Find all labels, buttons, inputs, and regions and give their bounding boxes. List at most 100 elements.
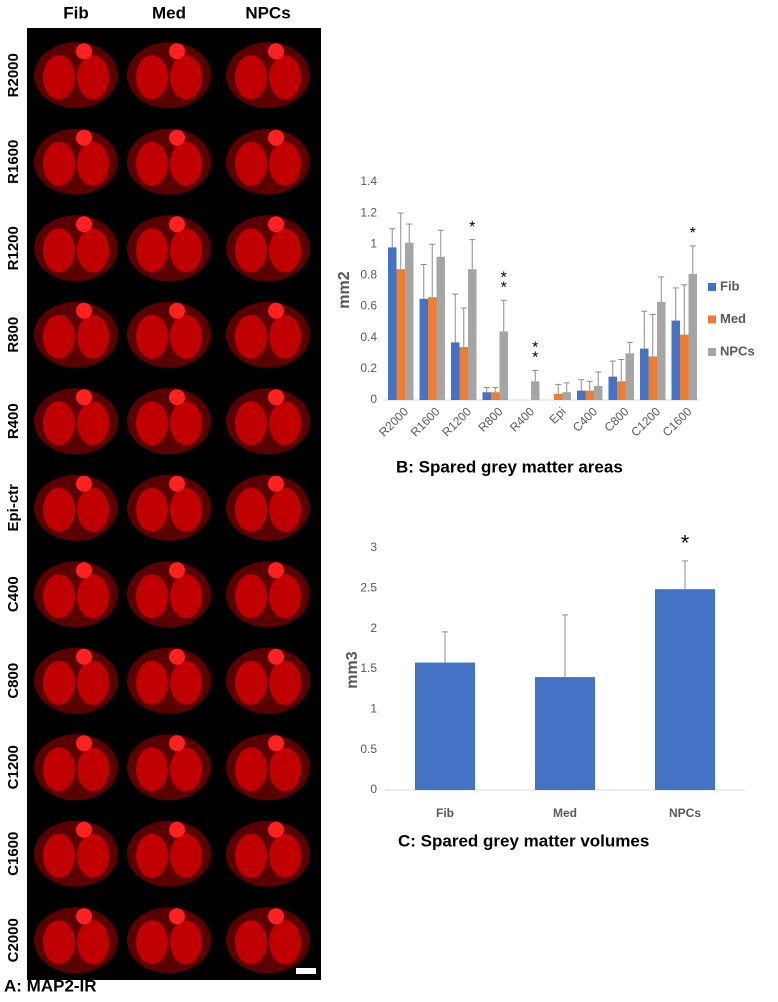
dorsal-horn: [268, 129, 284, 146]
row-label: R800: [5, 317, 22, 353]
x-tick-label: R400: [507, 404, 537, 434]
bar: [617, 381, 626, 400]
grey-matter-right: [269, 574, 301, 619]
x-tick-label: C400: [570, 404, 600, 434]
x-tick-label: Epi: [546, 404, 568, 426]
grey-matter-left: [235, 228, 267, 273]
x-tick-label: C800: [601, 404, 631, 434]
bar: [577, 390, 586, 400]
dorsal-horn: [268, 821, 284, 838]
grey-matter-right: [170, 747, 202, 792]
y-axis-label: mm3: [344, 651, 361, 688]
grey-matter-right: [269, 747, 301, 792]
bar: [405, 242, 414, 400]
legend-swatch: [708, 348, 716, 356]
bar: [451, 342, 460, 400]
x-tick-label: C1600: [660, 404, 695, 439]
y-tick-label: 2.5: [360, 581, 377, 595]
row-label: R400: [5, 403, 22, 439]
dorsal-horn: [169, 908, 185, 925]
y-tick-label: 1.2: [360, 205, 377, 219]
grey-matter-left: [136, 920, 168, 965]
dorsal-horn: [76, 43, 92, 60]
column-label: Fib: [63, 3, 89, 22]
dorsal-horn: [169, 735, 185, 752]
bar: [531, 381, 540, 400]
grey-matter-left: [136, 228, 168, 273]
grey-matter-right: [77, 747, 109, 792]
y-axis-label: mm2: [336, 271, 353, 308]
bar: [657, 301, 666, 400]
x-tick-label: C1200: [628, 404, 663, 439]
grey-matter-right: [269, 228, 301, 273]
x-tick-label: R800: [475, 404, 505, 434]
grey-matter-left: [136, 141, 168, 186]
bar: [388, 247, 397, 400]
grey-matter-left: [43, 55, 75, 100]
y-tick-label: 0.6: [360, 299, 377, 313]
row-label: C400: [5, 576, 22, 612]
grey-matter-left: [43, 833, 75, 878]
bar: [482, 392, 491, 400]
grey-matter-right: [269, 141, 301, 186]
bar: [648, 356, 657, 400]
grey-matter-left: [43, 574, 75, 619]
grey-matter-right: [170, 55, 202, 100]
y-tick-label: 1: [370, 702, 377, 716]
bar: [688, 273, 697, 400]
y-tick-label: 1.5: [360, 661, 377, 675]
grey-matter-right: [77, 228, 109, 273]
legend-label: NPCs: [720, 343, 755, 358]
dorsal-horn: [268, 562, 284, 579]
grey-matter-left: [43, 228, 75, 273]
bar: [499, 331, 508, 400]
y-tick-label: 2: [370, 621, 377, 635]
bar: [468, 269, 477, 400]
grey-matter-left: [43, 141, 75, 186]
y-tick-label: 0.4: [360, 330, 377, 344]
grey-matter-left: [43, 487, 75, 532]
x-tick-label: NPCs: [669, 806, 701, 820]
panel-caption: A: MAP2-IR: [4, 976, 97, 995]
grey-matter-left: [235, 747, 267, 792]
dorsal-horn: [76, 389, 92, 406]
grey-matter-right: [269, 487, 301, 532]
grey-matter-left: [43, 920, 75, 965]
legend-swatch: [708, 283, 716, 291]
row-label: C800: [5, 663, 22, 699]
grey-matter-right: [77, 141, 109, 186]
grey-matter-right: [77, 487, 109, 532]
bar: [428, 297, 437, 400]
x-tick-label: Fib: [436, 806, 454, 820]
bar: [640, 348, 649, 400]
grey-matter-right: [170, 487, 202, 532]
grey-matter-right: [170, 314, 202, 359]
dorsal-horn: [169, 562, 185, 579]
y-tick-label: 0.8: [360, 268, 377, 282]
micrograph-grid: [34, 42, 310, 974]
grey-matter-right: [170, 401, 202, 446]
significance-marker: *: [532, 340, 538, 357]
x-tick-label: Med: [553, 806, 577, 820]
grey-matter-right: [170, 920, 202, 965]
scale-bar: [296, 968, 316, 974]
y-tick-label: 1: [370, 236, 377, 250]
grey-matter-left: [43, 747, 75, 792]
significance-marker: *: [690, 225, 696, 242]
bar: [554, 393, 563, 400]
bar: [535, 677, 595, 790]
grey-matter-left: [235, 833, 267, 878]
grey-matter-right: [77, 401, 109, 446]
bar: [585, 390, 594, 400]
y-tick-label: 0.2: [360, 361, 377, 375]
grey-matter-right: [269, 314, 301, 359]
grey-matter-left: [43, 401, 75, 446]
grey-matter-left: [235, 55, 267, 100]
grey-matter-left: [235, 660, 267, 705]
row-label: R1600: [5, 140, 22, 184]
grey-matter-left: [235, 920, 267, 965]
grey-matter-right: [77, 833, 109, 878]
dorsal-horn: [169, 389, 185, 406]
bar: [436, 256, 445, 400]
